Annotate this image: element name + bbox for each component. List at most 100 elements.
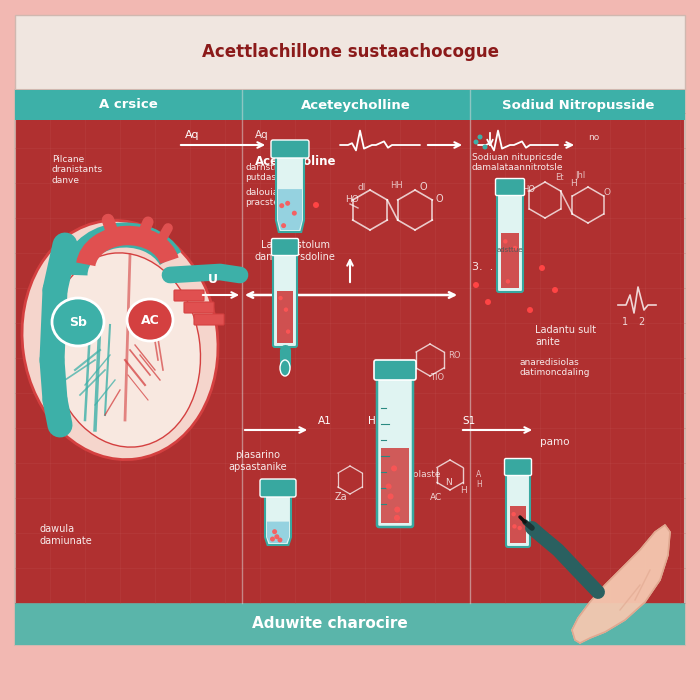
Circle shape [281,223,286,228]
Circle shape [513,246,517,250]
Text: A1: A1 [318,416,332,426]
Circle shape [313,202,319,208]
FancyBboxPatch shape [272,239,298,256]
Circle shape [391,466,397,471]
FancyBboxPatch shape [174,290,204,301]
Circle shape [279,203,284,208]
Text: Aq: Aq [185,130,200,140]
FancyBboxPatch shape [15,90,685,645]
Circle shape [485,299,491,305]
Polygon shape [265,493,291,545]
Text: darnstlain
putdastens: darnstlain putdastens [245,162,295,182]
Text: Jhl: Jhl [575,171,585,180]
Text: semolaste: semolaste [395,470,442,479]
Text: Aceteycholline: Aceteycholline [301,99,411,111]
Polygon shape [267,522,289,543]
FancyBboxPatch shape [505,458,531,475]
Text: H: H [570,179,577,188]
Text: dalouia
pracste: dalouia pracste [245,188,279,207]
Text: HO: HO [345,195,358,204]
Polygon shape [276,154,304,232]
FancyBboxPatch shape [194,314,224,325]
Circle shape [274,534,279,539]
FancyBboxPatch shape [506,468,530,547]
Circle shape [505,279,510,284]
Circle shape [270,536,275,542]
FancyBboxPatch shape [15,90,685,120]
Text: dl: dl [358,183,366,192]
Polygon shape [278,189,302,230]
Text: Za: Za [335,492,348,502]
FancyBboxPatch shape [496,178,524,195]
Ellipse shape [22,220,218,460]
Circle shape [552,287,558,293]
Text: Aceticholine: Aceticholine [255,155,337,168]
Text: A
H: A H [476,470,482,489]
Circle shape [539,265,545,271]
Circle shape [272,529,277,534]
FancyBboxPatch shape [374,360,416,380]
Circle shape [284,307,288,312]
Text: AC: AC [141,314,160,326]
Text: 2: 2 [638,317,644,327]
Bar [381,448,409,523]
Circle shape [292,211,297,216]
Circle shape [512,512,516,517]
Text: A crsice: A crsice [99,99,158,111]
Text: H: H [368,416,376,426]
Bar [277,290,293,343]
FancyBboxPatch shape [273,248,297,347]
Circle shape [482,144,487,150]
Text: Ladantu sult
anite: Ladantu sult anite [535,326,596,347]
Text: Aduwite charocire: Aduwite charocire [252,617,408,631]
FancyBboxPatch shape [15,603,685,645]
Circle shape [503,239,507,244]
Text: O: O [420,182,428,192]
Text: O: O [604,188,611,197]
Bar [501,233,519,288]
Text: Aq: Aq [255,130,269,140]
Text: dawula
damiunate: dawula damiunate [40,524,92,546]
FancyBboxPatch shape [184,302,214,313]
FancyBboxPatch shape [15,15,685,90]
Text: adsttue: adsttue [497,247,524,253]
FancyBboxPatch shape [260,479,296,497]
Ellipse shape [127,299,173,341]
Text: 3.  .: 3. . [472,262,493,272]
Circle shape [388,494,393,500]
Text: Pilcane
dranistants
danve: Pilcane dranistants danve [52,155,103,185]
Text: Acettlachillone sustaachocogue: Acettlachillone sustaachocogue [202,43,498,61]
Text: H: H [460,486,467,495]
Circle shape [279,296,283,300]
Ellipse shape [52,298,104,346]
Circle shape [277,538,282,542]
Ellipse shape [280,360,290,376]
Circle shape [295,219,301,225]
Text: TIO: TIO [430,373,444,382]
Circle shape [473,282,479,288]
Circle shape [394,507,400,512]
Circle shape [285,201,290,206]
Ellipse shape [50,253,200,447]
Text: O: O [435,194,442,204]
FancyBboxPatch shape [377,373,413,527]
Text: U: U [208,273,218,286]
Text: HH: HH [390,181,402,190]
Text: 1: 1 [622,317,628,327]
Polygon shape [572,525,670,643]
FancyBboxPatch shape [497,188,523,292]
Circle shape [286,330,290,334]
Text: HO: HO [522,185,535,194]
Text: RO: RO [448,351,461,360]
Text: AC: AC [430,493,442,502]
Text: Et: Et [555,173,564,182]
Text: Sodiud Nitropusside: Sodiud Nitropusside [502,99,654,111]
Text: S1: S1 [462,416,475,426]
Bar [510,505,526,543]
Text: Sb: Sb [69,316,87,328]
Circle shape [386,484,391,489]
Text: anaredisiolas
datimoncdaling: anaredisiolas datimoncdaling [520,358,591,377]
Text: no: no [588,133,599,142]
Circle shape [394,515,400,521]
Text: Laprrarstolum
danacnarsdoline: Laprrarstolum danacnarsdoline [255,240,335,262]
